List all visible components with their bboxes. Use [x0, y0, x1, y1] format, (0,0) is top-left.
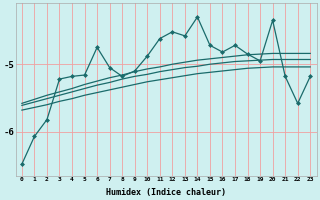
X-axis label: Humidex (Indice chaleur): Humidex (Indice chaleur) [106, 188, 226, 197]
